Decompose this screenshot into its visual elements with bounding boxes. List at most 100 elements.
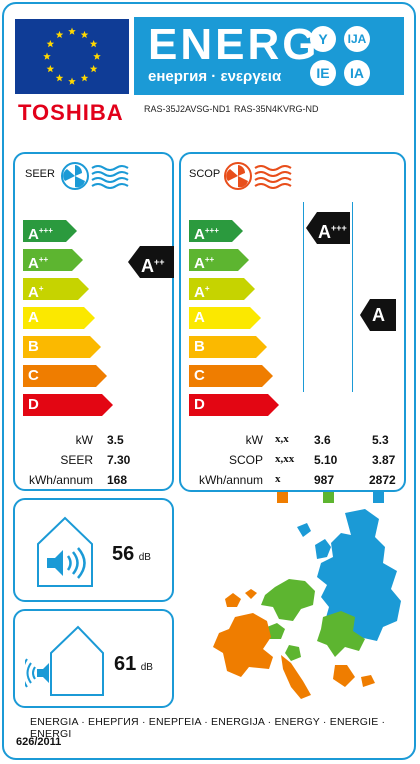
eu-star-icon (89, 40, 98, 48)
seer-kwh-label: kWh/annum (28, 473, 93, 487)
scop-scale-arrow: D (189, 394, 279, 416)
scop-scop-label: SCOP (228, 453, 263, 467)
outdoor-noise-value: 61 (114, 653, 137, 675)
eu-star-icon (68, 27, 76, 35)
scop-scale-arrow: C (189, 365, 273, 387)
eu-star-icon (93, 52, 101, 60)
eu-star-icon (55, 74, 64, 82)
seer-scale-plus: ++ (38, 255, 49, 264)
energy-word: ENERG (148, 20, 320, 69)
climate-zone-warmer-square (277, 492, 288, 503)
seer-scale-arrow: A (23, 307, 95, 329)
brand-logo: TOSHIBA (18, 100, 124, 125)
seer-scale-arrow: A+++ (23, 220, 77, 243)
eu-star-icon (46, 40, 55, 48)
indoor-noise-value: 56 (112, 543, 135, 565)
scop-col2-scop: 5.10 (314, 453, 338, 467)
climate-zone-colder-square (373, 492, 384, 503)
scop-scale-plus: +++ (204, 226, 219, 235)
seer-scale-letter: A (28, 255, 39, 272)
scop-col1-kwh: x (275, 473, 281, 485)
eu-star-icon (46, 65, 55, 73)
fan-heating-icon (224, 162, 292, 190)
scop-rating-arrow-mid: A+++ (306, 212, 350, 246)
scop-kwh-label: kWh/annum (198, 473, 263, 487)
scop-kw-label: kW (245, 433, 263, 447)
seer-kwh-value: 168 (107, 473, 128, 487)
fan-cooling-icon (61, 162, 129, 190)
climate-zone-average-square (323, 492, 334, 503)
indoor-speaker-icon (37, 516, 93, 587)
seer-scale-letter: A (28, 284, 39, 301)
indoor-model: RAS-35J2AVSG-ND1 (144, 104, 231, 114)
scop-scale-letter: B (194, 338, 205, 355)
scop-scale-letter: A (194, 226, 205, 243)
scop-divider-2 (352, 202, 353, 392)
lang-circle-y: Y (310, 26, 336, 52)
outdoor-noise-panel: 61 dB (13, 609, 174, 708)
seer-scale-letter: A (28, 226, 39, 243)
scop-panel: SCOP A+++ A++ A+ A B C D A+++ A kW SCOP kWh/an… (179, 152, 406, 503)
scop-col3-kwh: 2872 (369, 473, 396, 487)
seer-scale-arrow: A++ (23, 249, 83, 272)
scop-col3-kw: 5.3 (372, 433, 389, 447)
seer-rating-letter: A (141, 256, 154, 276)
lang-circle-ia: IA (344, 60, 370, 86)
indoor-noise-panel: 56 dB (13, 498, 174, 602)
scop-col1-scop: x,xx (275, 453, 295, 465)
scop-scale-arrow: A+++ (189, 220, 243, 243)
seer-seer-label: SEER (60, 453, 93, 467)
seer-scale-arrow: A+ (23, 278, 89, 301)
energy-banner: ENERG енергия · ενεργεια Y IJA IE IA (134, 17, 404, 95)
scop-scale-plus: ++ (204, 255, 215, 264)
scop-scale-letter: A (194, 255, 205, 272)
outdoor-noise-unit: dB (140, 662, 153, 673)
seer-kw-label: kW (75, 433, 93, 447)
scop-rating-right-letter: A (372, 305, 385, 325)
scop-scale-arrow: A++ (189, 249, 249, 272)
eu-star-icon (80, 30, 89, 39)
eu-star-icon (43, 52, 51, 60)
energy-subtitle: енергия · ενεργεια (148, 68, 282, 85)
seer-kw-value: 3.5 (107, 433, 124, 447)
seer-scale-plus: + (38, 284, 44, 293)
scop-divider-1 (303, 202, 304, 392)
seer-scale-arrow: C (23, 365, 107, 387)
europe-map-icon (213, 509, 401, 699)
regulation-number: 626/2011 (16, 736, 62, 748)
footer-languages: ENERGIA · ЕНЕРГИЯ · ΕΝΕΡΓΕΙΑ · ENERGIJA … (30, 716, 386, 740)
scop-scale-arrow: A (189, 307, 261, 329)
scop-title: SCOP (189, 168, 221, 180)
scop-scale-arrow: B (189, 336, 267, 358)
scop-col1-kw: x,x (275, 433, 289, 445)
seer-scale-letter: A (28, 309, 39, 326)
outdoor-model: RAS-35N4KVRG-ND (234, 104, 319, 114)
seer-rating-arrow: A++ (128, 246, 174, 280)
seer-scale-arrow: D (23, 394, 113, 416)
scop-scale-arrow: A+ (189, 278, 255, 301)
scop-col3-scop: 3.87 (372, 453, 396, 467)
eu-star-icon (68, 77, 76, 85)
eu-star-icon (89, 65, 98, 73)
scop-scale-letter: D (194, 396, 205, 413)
seer-seer-value: 7.30 (107, 453, 131, 467)
scop-col2-kwh: 987 (314, 473, 335, 487)
scop-rating-mid-plus: +++ (331, 223, 347, 233)
seer-scale-letter: B (28, 338, 39, 355)
eu-flag-icon (15, 19, 129, 94)
eu-star-icon (80, 74, 89, 82)
indoor-noise-unit: dB (138, 552, 151, 563)
lang-circle-ie: IE (310, 60, 336, 86)
scop-rating-mid-letter: A (318, 222, 331, 242)
scop-scale-plus: + (204, 284, 210, 293)
seer-scale-letter: C (28, 367, 39, 384)
scop-scale-letter: A (194, 284, 205, 301)
scop-col2-kw: 3.6 (314, 433, 331, 447)
seer-scale-letter: D (28, 396, 39, 413)
seer-panel: SEER A+++ A++ A+ A B C D A++ kW SEER kWh/annum… (13, 152, 174, 491)
scop-scale-letter: A (194, 309, 205, 326)
scop-scale-letter: C (194, 367, 205, 384)
seer-title: SEER (25, 168, 55, 180)
eu-star-icon (55, 30, 64, 39)
scop-rating-arrow-right: A (360, 299, 396, 333)
